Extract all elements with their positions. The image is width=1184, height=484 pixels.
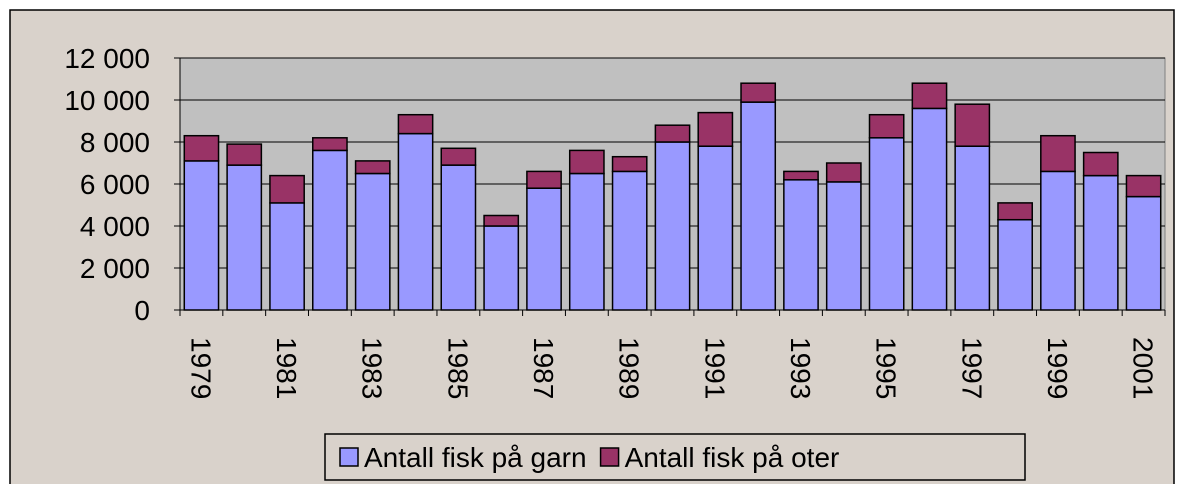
- bar-segment: [1040, 134, 1076, 173]
- bar-segment: [183, 134, 220, 162]
- bar-segment: [825, 181, 862, 311]
- x-tick-label: 1999: [1042, 337, 1073, 399]
- x-tick-label: 1983: [357, 337, 388, 399]
- bar-segment: [526, 170, 562, 189]
- legend-box: [324, 433, 1026, 481]
- bar-segment: [269, 202, 305, 311]
- bar-segment: [1125, 174, 1162, 198]
- x-tick-label: 1997: [956, 337, 987, 399]
- legend-label: Antall fisk på oter: [625, 442, 840, 473]
- bar-segment: [354, 172, 391, 311]
- bar-segment: [997, 202, 1033, 221]
- legend-swatch: [599, 447, 620, 467]
- bar-segment: [740, 82, 777, 103]
- bar-segment: [1125, 195, 1162, 311]
- legend-swatch: [339, 447, 359, 467]
- bar-segment: [654, 141, 691, 311]
- bar-segment: [312, 149, 348, 311]
- legend: Antall fisk på garn Antall fisk på oter: [324, 433, 1026, 481]
- x-tick-label: 1985: [442, 337, 473, 399]
- bar-segment: [483, 225, 520, 311]
- y-tick-label: 8 000: [80, 127, 150, 158]
- x-tick-label: 1991: [699, 337, 730, 399]
- bar-segment: [397, 113, 434, 135]
- x-tick-label: 1981: [271, 337, 302, 399]
- bar-segment: [611, 170, 648, 311]
- bar-segment: [568, 172, 605, 311]
- y-tick-label: 12 000: [64, 43, 150, 74]
- bar-segment: [183, 160, 220, 311]
- bar-segment: [226, 164, 263, 311]
- bar-segment: [526, 187, 562, 311]
- bar-segment: [568, 149, 605, 175]
- bar-segment: [954, 145, 991, 311]
- y-tick-label: 10 000: [64, 85, 150, 116]
- x-tick-label: 2001: [1128, 337, 1159, 399]
- bar-segment: [440, 164, 477, 311]
- bar-segment: [354, 160, 391, 175]
- y-tick-label: 4 000: [80, 211, 150, 242]
- bar-segment: [440, 147, 477, 166]
- x-tick-label: 1993: [785, 337, 816, 399]
- bar-segment: [868, 137, 905, 311]
- bar-segment: [654, 124, 691, 143]
- y-tick-label: 0: [134, 295, 150, 326]
- y-tick-label: 2 000: [80, 253, 150, 284]
- x-tick-label: 1989: [614, 337, 645, 399]
- x-tick-label: 1987: [528, 337, 559, 399]
- bar-segment: [312, 137, 348, 152]
- x-tick-label: 1979: [185, 337, 216, 399]
- bar-segment: [868, 113, 905, 139]
- bar-segment: [226, 143, 263, 166]
- bar-segment: [697, 145, 734, 311]
- bar-segment: [1082, 151, 1119, 177]
- legend-label: Antall fisk på garn: [364, 442, 587, 473]
- bar-segment: [911, 82, 948, 110]
- bar-segment: [697, 111, 734, 147]
- bar-segment: [1040, 170, 1076, 311]
- bar-segment: [997, 218, 1033, 311]
- bar-segment: [1082, 174, 1119, 311]
- bar-segment: [611, 155, 648, 173]
- bar-segment: [269, 174, 305, 204]
- bar-segment: [397, 132, 434, 311]
- bar-segment: [911, 107, 948, 311]
- bar-segment: [783, 179, 819, 311]
- bar-segment: [483, 214, 520, 227]
- y-tick-label: 6 000: [80, 169, 150, 200]
- bar-segment: [740, 101, 777, 311]
- bar-segment: [825, 162, 862, 183]
- bar-segment: [954, 103, 991, 147]
- x-tick-label: 1995: [871, 337, 902, 399]
- bar-segment: [783, 170, 819, 181]
